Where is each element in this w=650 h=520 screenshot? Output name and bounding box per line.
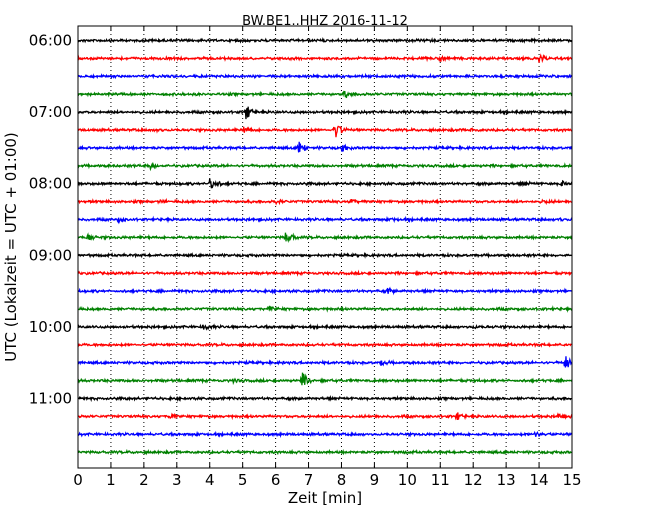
x-tick-label: 7 xyxy=(304,471,314,489)
trace-line xyxy=(77,178,573,189)
x-tick-label: 13 xyxy=(497,471,516,489)
trace-line xyxy=(77,430,573,439)
x-tick-label: 10 xyxy=(398,471,417,489)
y-axis-label: UTC (Lokalzeit = UTC + 01:00) xyxy=(2,132,20,362)
trace-line xyxy=(77,269,573,277)
x-tick-label: 2 xyxy=(139,471,149,489)
y-tick-label: 08:00 xyxy=(29,175,72,193)
trace-line xyxy=(77,394,573,403)
trace-line xyxy=(77,305,573,313)
x-tick-label: 1 xyxy=(106,471,116,489)
x-axis-label: Zeit [min] xyxy=(288,489,362,507)
trace-line xyxy=(77,323,573,331)
x-tick-label: 14 xyxy=(530,471,549,489)
trace-line xyxy=(77,251,573,259)
x-tick-label: 3 xyxy=(172,471,182,489)
trace-line xyxy=(77,448,573,456)
trace-line xyxy=(77,215,573,225)
x-tick-label: 0 xyxy=(73,471,83,489)
grid-lines xyxy=(110,26,540,468)
x-tick-label: 9 xyxy=(370,471,380,489)
plot-frame xyxy=(77,25,573,469)
x-tick-label: 4 xyxy=(205,471,215,489)
trace-line xyxy=(77,90,573,99)
y-axis: 06:00 07:00 08:00 09:00 10:00 11:00 xyxy=(29,32,572,408)
x-axis: 0 1 2 3 4 5 6 7 8 9 10 11 12 13 14 15 xyxy=(73,26,582,489)
y-tick-label: 11:00 xyxy=(29,390,72,408)
chart-title: BW.BE1..HHZ 2016-11-12 xyxy=(242,14,408,29)
traces xyxy=(77,36,573,456)
trace-line xyxy=(77,232,573,243)
x-tick-label: 12 xyxy=(464,471,483,489)
trace-line xyxy=(77,412,573,421)
trace-line xyxy=(77,125,573,138)
trace-line xyxy=(77,341,573,348)
y-tick-label: 09:00 xyxy=(29,246,72,264)
trace-line xyxy=(77,106,573,120)
x-tick-label: 5 xyxy=(238,471,248,489)
y-tick-label: 10:00 xyxy=(29,318,72,336)
x-tick-label: 11 xyxy=(431,471,450,489)
y-tick-label: 06:00 xyxy=(29,32,72,50)
trace-line xyxy=(77,141,573,153)
trace-line xyxy=(77,53,573,64)
trace-line xyxy=(77,162,573,172)
trace-line xyxy=(77,197,573,206)
trace-line xyxy=(77,36,573,45)
x-tick-label: 15 xyxy=(562,471,581,489)
x-tick-label: 6 xyxy=(271,471,281,489)
y-tick-label: 07:00 xyxy=(29,103,72,121)
trace-line xyxy=(77,286,573,296)
x-tick-label: 8 xyxy=(337,471,347,489)
trace-line xyxy=(77,372,573,386)
trace-line xyxy=(77,356,573,368)
trace-line xyxy=(77,72,573,80)
